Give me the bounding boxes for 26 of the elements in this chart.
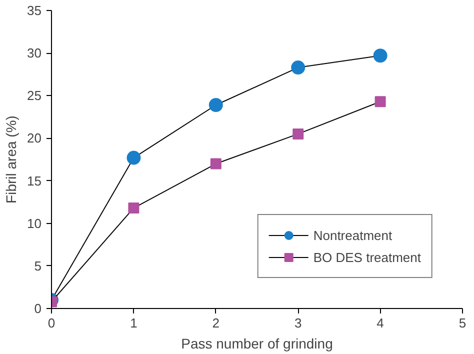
legend-label: Nontreatment bbox=[313, 228, 392, 242]
point bbox=[128, 202, 140, 214]
point bbox=[292, 128, 304, 140]
x-tick-label: 0 bbox=[48, 316, 56, 330]
y-tick-label: 25 bbox=[27, 88, 42, 104]
point bbox=[374, 96, 386, 108]
x-axis-title: Pass number of grinding bbox=[181, 336, 333, 352]
y-tick-label: 20 bbox=[27, 130, 42, 146]
point bbox=[126, 150, 141, 165]
point bbox=[210, 158, 222, 170]
y-tick-label: 30 bbox=[27, 46, 42, 61]
y-tick-label: 10 bbox=[27, 216, 42, 231]
y-tick-label: 15 bbox=[27, 173, 42, 188]
y-tick-label: 35 bbox=[27, 3, 42, 18]
x-tick-label: 3 bbox=[294, 316, 302, 330]
legend-label: BO DES treatment bbox=[313, 250, 421, 264]
x-tick-label: 2 bbox=[212, 316, 220, 330]
point bbox=[291, 60, 306, 75]
x-tick-label: 5 bbox=[458, 316, 466, 330]
y-tick-label: 0 bbox=[34, 301, 42, 316]
x-tick-label: 4 bbox=[376, 316, 384, 330]
point bbox=[208, 98, 223, 112]
y-tick-label: 5 bbox=[34, 258, 42, 274]
y-axis-title: Fibril area (%) bbox=[3, 116, 20, 204]
point bbox=[373, 48, 388, 63]
x-tick-label: 1 bbox=[130, 316, 138, 330]
